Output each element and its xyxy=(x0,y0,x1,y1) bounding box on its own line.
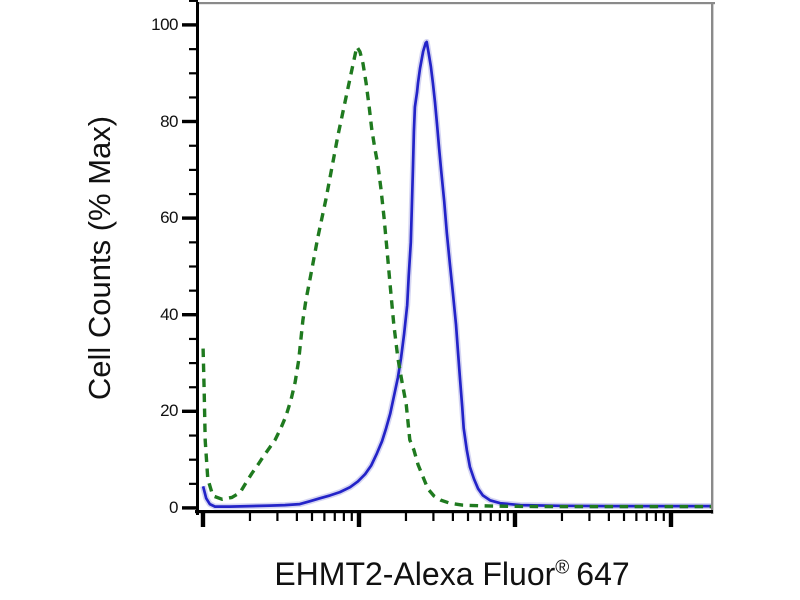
x-major-tick xyxy=(356,513,362,527)
x-minor-tick xyxy=(489,513,492,521)
blue-curve-halo xyxy=(200,38,711,510)
x-minor-tick xyxy=(607,513,610,521)
y-minor-tick xyxy=(189,72,198,75)
y-minor-tick xyxy=(189,337,198,341)
y-minor-tick xyxy=(189,482,198,485)
y-major-tick xyxy=(182,313,198,317)
y-minor-tick xyxy=(189,458,198,461)
y-minor-tick xyxy=(189,192,198,196)
x-minor-tick xyxy=(276,513,279,521)
x-minor-tick xyxy=(662,513,665,521)
y-minor-tick xyxy=(189,48,198,51)
x-minor-tick xyxy=(622,513,626,521)
y-minor-tick xyxy=(189,362,198,365)
x-minor-tick xyxy=(323,513,326,521)
x-minor-tick xyxy=(404,513,408,521)
x-minor-tick xyxy=(654,513,657,521)
x-minor-tick xyxy=(333,513,336,521)
y-minor-tick xyxy=(189,0,198,2)
y-tick-label: 80 xyxy=(160,111,178,131)
x-minor-tick xyxy=(588,513,591,521)
y-tick-label: 0 xyxy=(169,498,178,517)
x-axis-title: EHMT2-Alexa Fluor® 647 xyxy=(274,556,629,593)
y-major-tick xyxy=(182,119,198,124)
y-minor-tick xyxy=(189,386,198,389)
x-axis-line xyxy=(195,510,713,514)
registered-trademark-symbol: ® xyxy=(555,557,570,579)
x-major-tick xyxy=(668,513,674,527)
y-major-tick xyxy=(182,23,198,27)
x-minor-tick xyxy=(432,513,435,521)
x-axis-title-suffix: 647 xyxy=(576,556,630,592)
blue-solid-curve xyxy=(201,40,711,508)
x-axis-title-main: EHMT2-Alexa Fluor xyxy=(274,556,556,592)
x-minor-tick xyxy=(350,513,353,521)
x-minor-tick xyxy=(498,513,501,521)
y-tick-label: 20 xyxy=(160,401,178,421)
x-minor-tick xyxy=(466,513,470,521)
y-tick-label: 100 xyxy=(151,15,178,34)
y-minor-tick xyxy=(189,168,198,171)
y-minor-tick xyxy=(189,144,198,147)
x-minor-tick xyxy=(342,513,345,521)
x-minor-tick xyxy=(479,513,482,521)
x-minor-tick xyxy=(295,513,298,521)
y-axis-title: Cell Counts (% Max) xyxy=(82,115,117,401)
y-axis-line xyxy=(196,2,199,515)
x-minor-tick xyxy=(506,513,509,521)
x-minor-tick xyxy=(635,513,638,521)
y-minor-tick xyxy=(189,96,198,99)
y-tick-label: 40 xyxy=(160,304,178,324)
x-major-tick xyxy=(512,513,518,527)
y-minor-tick xyxy=(189,289,198,292)
x-major-tick xyxy=(200,513,206,527)
x-minor-tick xyxy=(560,513,564,521)
y-tick-label: 60 xyxy=(160,208,178,228)
plot-frame-right xyxy=(711,2,714,514)
y-major-tick xyxy=(182,506,198,510)
y-minor-tick xyxy=(189,265,198,268)
x-minor-tick xyxy=(310,513,314,521)
x-minor-tick xyxy=(645,513,648,521)
y-major-tick xyxy=(182,216,198,220)
x-minor-tick xyxy=(451,513,454,521)
green-dashed-curve xyxy=(201,45,711,509)
x-minor-tick xyxy=(248,513,252,521)
y-major-tick xyxy=(182,409,198,413)
y-minor-tick xyxy=(189,241,198,244)
plot-frame-top xyxy=(198,2,715,5)
y-minor-tick xyxy=(189,434,198,437)
